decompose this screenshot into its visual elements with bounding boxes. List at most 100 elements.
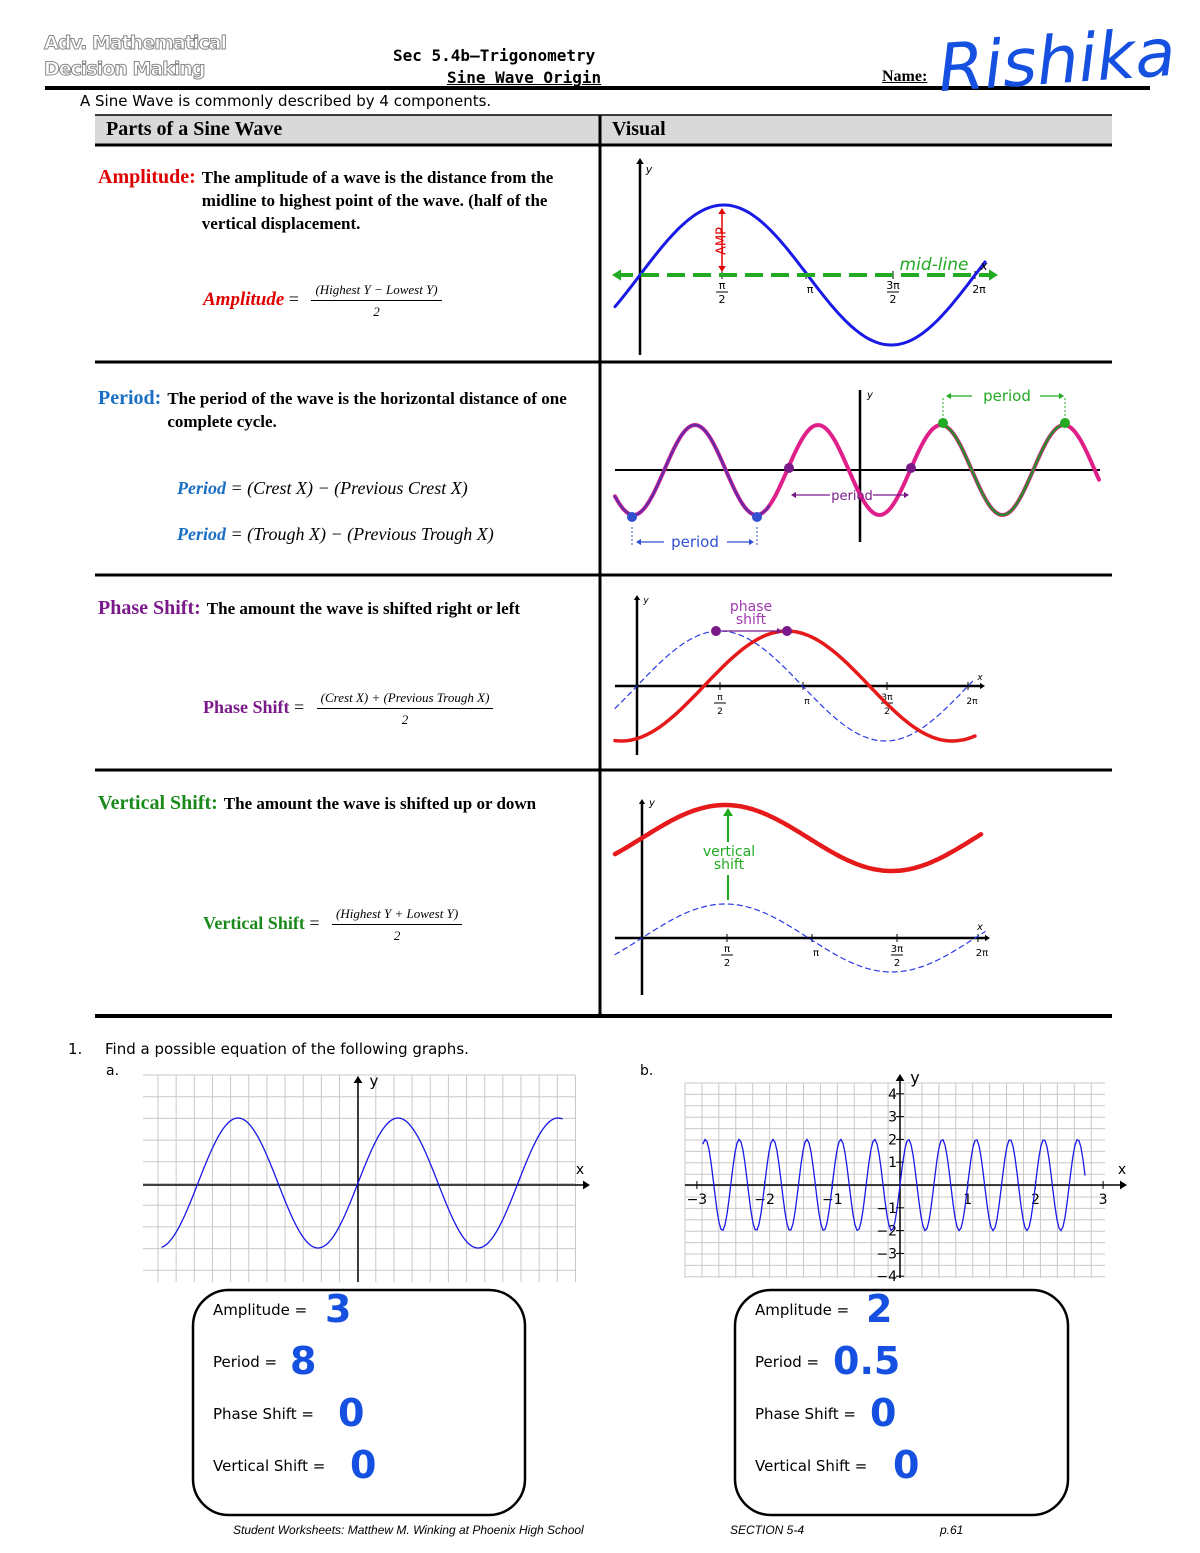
formula-lhs: Amplitude	[203, 289, 285, 311]
y-tick-label: 4	[888, 1087, 897, 1103]
formula-lhs: Phase Shift	[203, 697, 290, 718]
answer-label: Amplitude =	[213, 1301, 308, 1319]
x-axis-label: x	[976, 922, 983, 933]
description: The amount the wave is shifted up or dow…	[223, 794, 537, 813]
arrow-head	[985, 934, 990, 942]
y-axis-label: y	[370, 1072, 379, 1090]
title: Sec 5.4b–Trigonometry	[393, 46, 596, 65]
formula: Vertical Shift = (Highest Y + Lowest Y) 2	[203, 906, 463, 944]
definition: Period: The period of the wave is the ho…	[98, 387, 593, 433]
answer-handwritten: 0	[870, 1391, 897, 1435]
answer-handwritten: 0.5	[833, 1339, 901, 1383]
answer-label: Period =	[213, 1353, 278, 1371]
formula-lhs: Vertical Shift	[203, 913, 305, 934]
wave-original	[614, 903, 986, 973]
arrow-head	[904, 491, 909, 499]
intro: A Sine Wave is commonly described by 4 c…	[80, 92, 492, 110]
tick-label-den: 2	[719, 293, 726, 306]
arrow-head	[633, 595, 641, 600]
subtitle: Sine Wave Origin	[447, 68, 602, 87]
arrow-head	[638, 799, 646, 804]
table-header: Parts of a Sine Wave	[106, 118, 283, 140]
answer-box	[733, 1288, 1070, 1517]
formula: Amplitude = (Highest Y − Lowest Y) 2	[203, 282, 442, 320]
arrow-head	[895, 1074, 905, 1081]
answer-handwritten: 3	[325, 1287, 352, 1331]
arrow-head	[946, 392, 951, 400]
formula-rhs: = (Crest X) − (Previous Crest X)	[230, 478, 468, 498]
term: Vertical Shift:	[98, 792, 218, 814]
term: Period:	[98, 387, 162, 409]
arrow-head	[980, 682, 985, 690]
answer-label: Vertical Shift =	[755, 1457, 868, 1475]
logo-line: Decision Making	[43, 58, 205, 81]
y-axis-label: y	[642, 596, 649, 606]
arrow-head	[636, 538, 641, 546]
x-tick-label: 2	[1031, 1192, 1040, 1208]
denominator: 2	[401, 712, 409, 727]
x-axis-label: x	[979, 259, 988, 273]
denominator: 2	[373, 304, 380, 319]
arrow-head	[723, 808, 733, 816]
x-axis-label: x	[976, 673, 983, 683]
wave	[613, 629, 977, 743]
tick-label-den: 2	[717, 707, 723, 717]
tick-label-num: 3π	[881, 693, 893, 703]
arrow-head	[989, 269, 998, 281]
x-axis-label: x	[1118, 1162, 1126, 1178]
table-header: Visual	[612, 118, 666, 140]
wave-overlay	[941, 423, 1067, 517]
arrow-head	[1059, 392, 1064, 400]
y-tick-label: 1	[888, 1155, 897, 1171]
x-tick-label: −2	[754, 1192, 775, 1208]
vertical-shift-label: shift	[714, 857, 745, 873]
point	[784, 463, 794, 473]
point	[752, 512, 762, 522]
tick-label-num: π	[724, 944, 730, 955]
arrow-head	[718, 208, 726, 214]
definition: Phase Shift: The amount the wave is shif…	[98, 597, 598, 620]
table-header-band	[95, 115, 1112, 145]
answer-label: Phase Shift =	[213, 1405, 314, 1423]
tick-label: π	[807, 283, 814, 296]
tick-label: π	[804, 697, 810, 707]
arrow-head	[636, 158, 644, 164]
numerator: (Crest X) + (Previous Trough X)	[316, 690, 494, 709]
answer-box	[191, 1288, 527, 1517]
tick-label: 2π	[976, 948, 988, 959]
definition: Vertical Shift: The amount the wave is s…	[98, 792, 598, 815]
tick-label-num: π	[719, 279, 726, 292]
formula-op: =	[294, 697, 305, 718]
point	[1060, 418, 1070, 428]
name-label: Name:	[882, 68, 928, 85]
point	[627, 512, 637, 522]
arrow-head	[791, 491, 796, 499]
formula: Period = (Crest X) − (Previous Crest X)	[177, 478, 468, 499]
answer-label: Vertical Shift =	[213, 1457, 326, 1475]
point	[906, 463, 916, 473]
tick-label-num: π	[717, 693, 723, 703]
formula-op: =	[309, 913, 320, 934]
x-tick-label: −3	[687, 1192, 708, 1208]
y-tick-label: −2	[876, 1224, 897, 1240]
footer-credit: Student Worksheets: Matthew M. Winking a…	[233, 1523, 584, 1537]
fraction: (Crest X) + (Previous Trough X) 2	[316, 690, 494, 728]
y-axis-label: y	[645, 163, 653, 176]
amp-label: AMP	[715, 227, 730, 255]
y-tick-label: −3	[876, 1246, 897, 1262]
y-tick-label: 3	[888, 1110, 897, 1126]
wave-overlay	[613, 423, 771, 517]
answer-handwritten: 8	[290, 1339, 317, 1383]
logo-line: Adv. Mathematical	[43, 32, 227, 55]
formula-lhs: Period	[177, 478, 226, 498]
answer-handwritten: 2	[866, 1287, 893, 1331]
wave	[161, 1117, 563, 1249]
phase-shift-label: phase	[730, 599, 772, 615]
fraction: (Highest Y + Lowest Y) 2	[331, 906, 463, 944]
vertical-shift-label: vertical	[703, 844, 755, 860]
definition: Amplitude: The amplitude of a wave is th…	[98, 166, 593, 235]
x-axis-label: x	[576, 1162, 584, 1178]
arrow-head	[718, 266, 726, 272]
question-prompt: Find a possible equation of the followin…	[105, 1040, 469, 1058]
answer-label: Amplitude =	[755, 1301, 850, 1319]
